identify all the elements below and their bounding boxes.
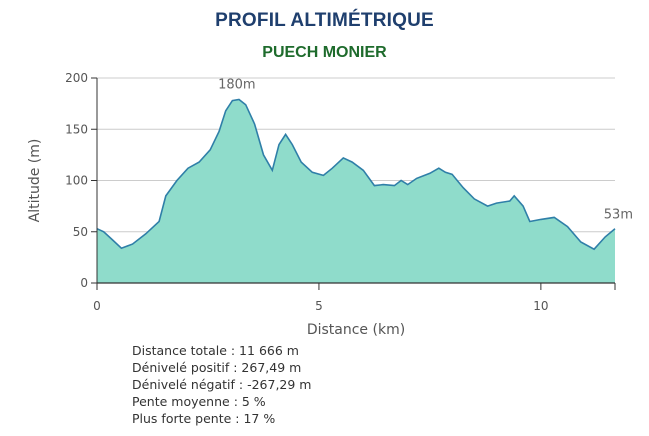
chart-title: PROFIL ALTIMÉTRIQUE [215,10,434,31]
x-axis-label: Distance (km) [307,322,405,338]
stat-positive-elevation: Dénivelé positif : 267,49 m [132,360,302,375]
y-tick-label: 100 [65,174,88,188]
elevation-line [96,98,616,251]
x-tick-label: 0 [93,299,101,313]
y-axis-label: Altitude (m) [27,139,43,223]
x-tick-label: 5 [315,299,323,313]
stat-negative-elevation: Dénivelé négatif : -267,29 m [132,377,312,392]
chart-subtitle: PUECH MONIER [262,44,387,61]
data-label: 53m [604,208,633,223]
y-tick-label: 200 [65,71,88,85]
x-tick-label: 10 [533,299,548,313]
y-tick-label: 50 [73,225,88,239]
stat-total-distance: Distance totale : 11 666 m [132,343,299,358]
stats-panel: Distance totale : 11 666 m Dénivelé posi… [132,342,311,427]
elevation-area [97,99,615,283]
y-tick-label: 0 [80,276,88,290]
y-tick-label: 150 [65,122,88,136]
stat-max-slope: Plus forte pente : 17 % [132,411,276,426]
stat-average-slope: Pente moyenne : 5 % [132,394,266,409]
data-label: 180m [218,78,255,93]
